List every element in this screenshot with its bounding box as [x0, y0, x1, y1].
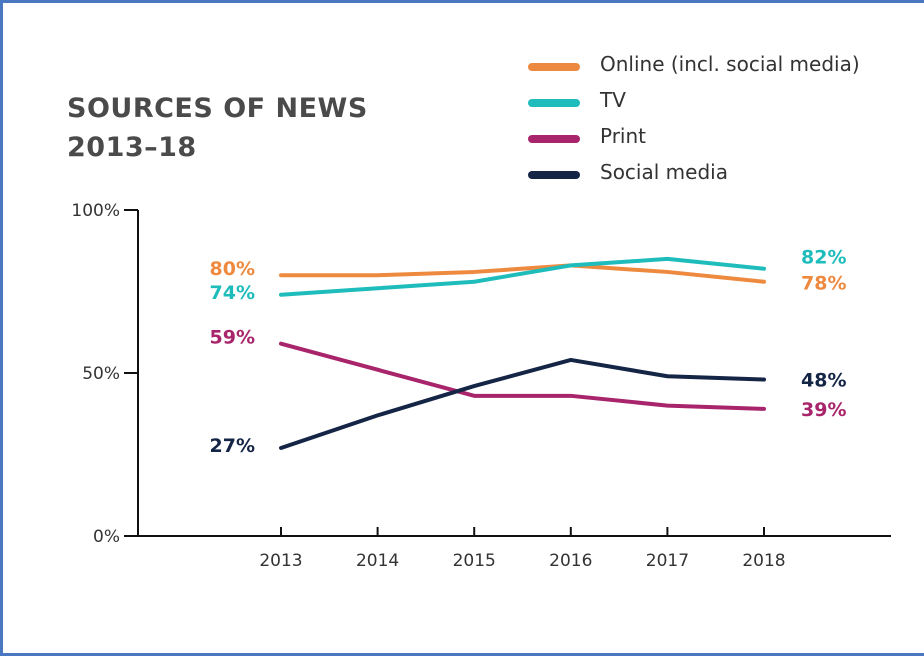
legend-label-print: Print	[600, 124, 647, 148]
line-chart-plot: 0% 50% 100% 2013 2014 2015 2016 2017 2018 80% 78% 7…	[71, 201, 891, 571]
series-line-tv	[279, 256, 766, 297]
legend-label-online: Online (incl. social media)	[600, 52, 860, 76]
legend-label-tv: TV	[600, 88, 626, 112]
start-label-social-media: 27%	[210, 435, 255, 457]
start-label-tv: 74%	[210, 282, 255, 304]
y-tick-label-0: 0%	[93, 527, 120, 547]
series-line-print	[279, 341, 766, 411]
x-tick-label-2015: 2015	[453, 551, 496, 571]
series-line-social-media	[279, 357, 766, 450]
chart-title: SOURCES OF NEWS 2013–18	[67, 89, 368, 167]
legend-swatch-social-media	[528, 171, 580, 179]
end-label-print: 39%	[801, 399, 846, 421]
x-tick-label-2018: 2018	[742, 551, 785, 571]
end-label-online: 78%	[801, 273, 846, 295]
y-tick-label-100: 100%	[71, 201, 120, 221]
x-tick-label-2013: 2013	[259, 551, 302, 571]
series-line-online	[279, 263, 766, 284]
legend-label-social-media: Social media	[600, 160, 728, 184]
y-tick-label-50: 50%	[82, 364, 120, 384]
start-label-online: 80%	[210, 258, 255, 280]
x-tick-label-2014: 2014	[356, 551, 399, 571]
chart-title-line-2: 2013–18	[67, 132, 197, 163]
end-label-social-media: 48%	[801, 370, 846, 392]
legend-swatch-online	[528, 63, 580, 71]
legend-swatch-print	[528, 135, 580, 143]
x-tick-label-2017: 2017	[646, 551, 689, 571]
end-label-tv: 82%	[801, 247, 846, 269]
x-tick-label-2016: 2016	[549, 551, 592, 571]
start-label-print: 59%	[210, 327, 255, 349]
chart-title-line-1: SOURCES OF NEWS	[67, 93, 368, 124]
legend-swatch-tv	[528, 99, 580, 107]
